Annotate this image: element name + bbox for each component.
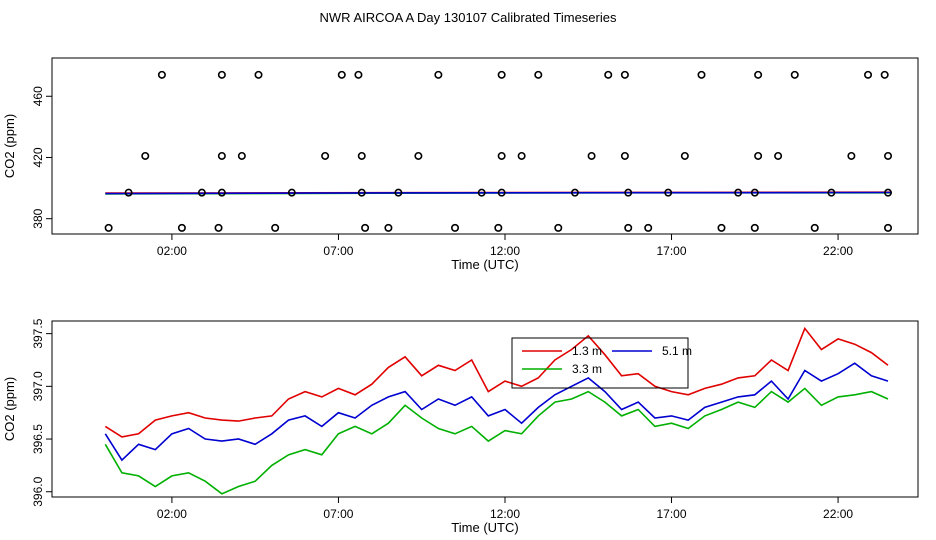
data-point (644, 223, 653, 232)
data-point (177, 223, 186, 232)
series-line-5-1-m (104, 362, 889, 462)
data-point (497, 151, 506, 160)
data-point (754, 151, 763, 160)
x-axis-label: Time (UTC) (451, 520, 518, 535)
x-tick-label: 17:00 (657, 507, 687, 521)
x-tick-label: 12:00 (490, 244, 520, 258)
y-tick-label: 397.0 (31, 371, 45, 401)
data-point (847, 151, 856, 160)
data-point (810, 223, 819, 232)
data-point (884, 151, 893, 160)
plot-frame (51, 320, 919, 498)
legend-label: 1.3 m (572, 344, 602, 358)
series-line-1-3-m (104, 326, 889, 438)
y-tick-label: 460 (31, 86, 45, 106)
data-point (864, 70, 873, 79)
data-point (477, 188, 486, 197)
data-point (497, 188, 506, 197)
data-point (734, 188, 743, 197)
data-point (124, 188, 133, 197)
data-point (494, 223, 503, 232)
data-point (680, 151, 689, 160)
data-point (361, 223, 370, 232)
data-point (554, 223, 563, 232)
x-axis-label: Time (UTC) (451, 257, 518, 272)
data-point (337, 70, 346, 79)
data-point (384, 223, 393, 232)
series-line-3-3-m (104, 387, 889, 495)
data-point (534, 70, 543, 79)
data-point (357, 151, 366, 160)
x-tick-label: 02:00 (157, 244, 187, 258)
legend-label: 5.1 m (662, 344, 692, 358)
data-point (354, 70, 363, 79)
data-point (197, 188, 206, 197)
data-point (620, 70, 629, 79)
y-axis-label: CO2 (ppm) (2, 114, 17, 178)
data-point (287, 188, 296, 197)
data-point (321, 151, 330, 160)
data-point (790, 70, 799, 79)
data-point (750, 188, 759, 197)
data-point (624, 223, 633, 232)
data-point (604, 70, 613, 79)
x-tick-label: 07:00 (323, 507, 353, 521)
data-point (587, 151, 596, 160)
x-tick-label: 22:00 (823, 507, 853, 521)
data-point (774, 151, 783, 160)
x-tick-label: 22:00 (823, 244, 853, 258)
data-point (620, 151, 629, 160)
legend-box (511, 337, 689, 389)
x-tick-label: 17:00 (657, 244, 687, 258)
y-tick-label: 420 (31, 147, 45, 167)
x-tick-label: 12:00 (490, 507, 520, 521)
data-point (157, 70, 166, 79)
data-point (271, 223, 280, 232)
data-point (827, 188, 836, 197)
data-point (750, 223, 759, 232)
y-tick-label: 396.5 (31, 424, 45, 454)
y-axis-label: CO2 (ppm) (2, 377, 17, 441)
y-tick-label: 380 (31, 208, 45, 228)
data-point (517, 151, 526, 160)
data-point (570, 188, 579, 197)
data-point (414, 151, 423, 160)
data-point (880, 70, 889, 79)
data-point (254, 70, 263, 79)
y-tick-label: 397.5 (31, 318, 45, 348)
data-point (217, 188, 226, 197)
data-point (451, 223, 460, 232)
data-point (434, 70, 443, 79)
data-point (214, 223, 223, 232)
data-point (884, 188, 893, 197)
data-point (754, 70, 763, 79)
plot-frame (51, 57, 919, 235)
data-point (697, 70, 706, 79)
data-point (884, 223, 893, 232)
data-point (141, 151, 150, 160)
data-point (104, 223, 113, 232)
figure-title: NWR AIRCOA A Day 130107 Calibrated Times… (320, 10, 617, 25)
bottom-panel: 02:00 07:00 12:00 17:00 22:00 396.0 396.5 397.0… (2, 318, 919, 535)
data-point (664, 188, 673, 197)
data-point (624, 188, 633, 197)
top-panel: 02:00 07:00 12:00 17:00 22:00 380 420 460 Time (… (2, 57, 919, 272)
x-tick-label: 07:00 (323, 244, 353, 258)
data-point (217, 151, 226, 160)
y-tick-label: 396.0 (31, 476, 45, 506)
data-point (357, 188, 366, 197)
data-point (394, 188, 403, 197)
data-point (497, 70, 506, 79)
x-tick-label: 02:00 (157, 507, 187, 521)
data-point (237, 151, 246, 160)
data-point (717, 223, 726, 232)
legend-label: 3.3 m (572, 362, 602, 376)
data-point (217, 70, 226, 79)
